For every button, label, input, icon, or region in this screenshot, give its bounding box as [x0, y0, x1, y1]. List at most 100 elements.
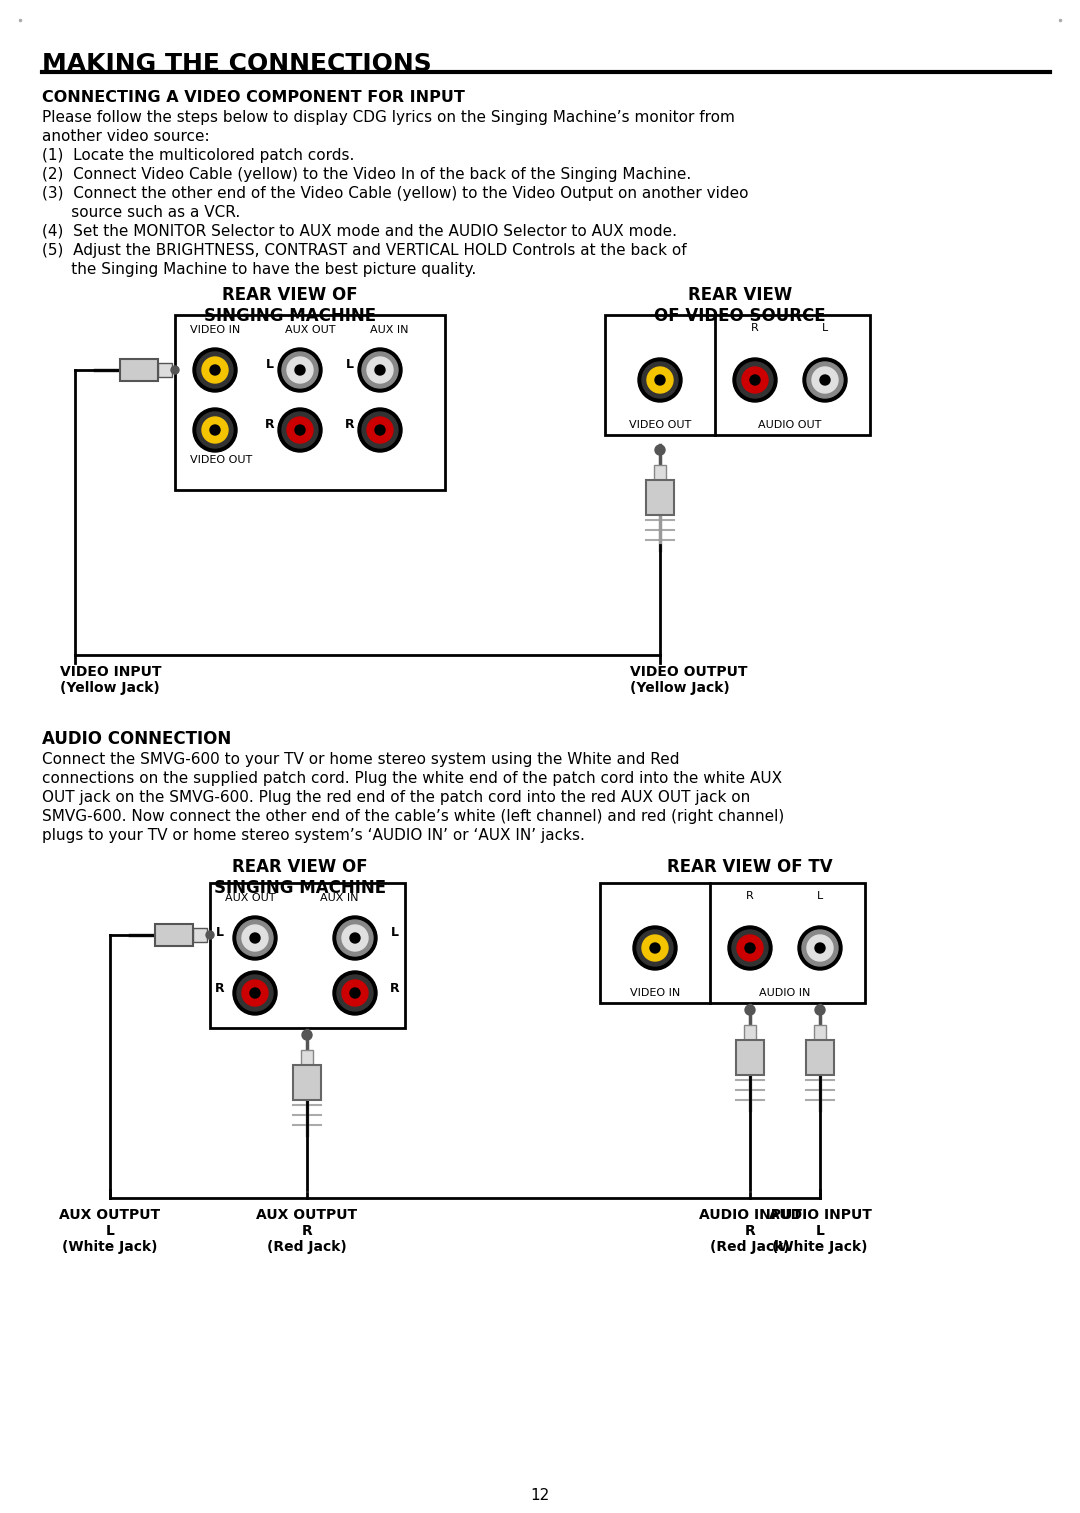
Text: AUDIO INPUT
R
(Red Jack): AUDIO INPUT R (Red Jack) [699, 1207, 801, 1254]
Circle shape [202, 418, 228, 443]
Text: VIDEO INPUT
(Yellow Jack): VIDEO INPUT (Yellow Jack) [60, 666, 162, 694]
Bar [175, 315, 445, 490]
Circle shape [375, 425, 384, 436]
Text: AUX IN: AUX IN [370, 325, 408, 334]
Circle shape [367, 357, 393, 383]
Circle shape [295, 365, 305, 375]
Bar [158, 363, 172, 377]
Text: AUX IN: AUX IN [320, 893, 359, 903]
Circle shape [278, 409, 322, 452]
Text: R: R [346, 419, 355, 431]
Circle shape [367, 418, 393, 443]
Text: AUDIO IN: AUDIO IN [759, 988, 811, 999]
Text: MAKING THE CONNECTIONS: MAKING THE CONNECTIONS [42, 51, 432, 76]
Circle shape [728, 926, 772, 970]
Text: L: L [816, 891, 823, 902]
Text: REAR VIEW OF
SINGING MACHINE: REAR VIEW OF SINGING MACHINE [214, 858, 386, 897]
Text: another video source:: another video source: [42, 129, 210, 144]
Text: Connect the SMVG-600 to your TV or home stereo system using the White and Red: Connect the SMVG-600 to your TV or home … [42, 752, 679, 767]
Text: AUX OUT: AUX OUT [225, 893, 275, 903]
Text: R: R [390, 982, 400, 994]
Text: (2)  Connect Video Cable (yellow) to the Video In of the back of the Singing Mac: (2) Connect Video Cable (yellow) to the … [42, 166, 691, 182]
Text: L: L [822, 322, 828, 333]
Circle shape [302, 1030, 312, 1039]
Circle shape [202, 357, 228, 383]
Circle shape [737, 935, 762, 961]
Circle shape [737, 362, 773, 398]
Circle shape [287, 357, 313, 383]
Text: (1)  Locate the multicolored patch cords.: (1) Locate the multicolored patch cords. [42, 148, 354, 163]
Text: VIDEO OUT: VIDEO OUT [190, 455, 253, 464]
Circle shape [654, 445, 665, 455]
Bar [806, 1039, 834, 1076]
Text: AUDIO CONNECTION: AUDIO CONNECTION [42, 729, 231, 747]
Text: VIDEO IN: VIDEO IN [190, 325, 240, 334]
Text: AUDIO INPUT
L
(White Jack): AUDIO INPUT L (White Jack) [769, 1207, 872, 1254]
Circle shape [295, 425, 305, 436]
Text: (5)  Adjust the BRIGHTNESS, CONTRAST and VERTICAL HOLD Controls at the back of: (5) Adjust the BRIGHTNESS, CONTRAST and … [42, 244, 687, 259]
Circle shape [815, 1005, 825, 1015]
Text: R: R [746, 891, 754, 902]
Circle shape [742, 368, 768, 393]
Circle shape [647, 368, 673, 393]
Circle shape [638, 359, 681, 402]
Text: (3)  Connect the other end of the Video Cable (yellow) to the Video Output on an: (3) Connect the other end of the Video C… [42, 186, 748, 201]
Text: L: L [266, 359, 274, 372]
Text: L: L [346, 359, 354, 372]
Text: AUX OUTPUT
L
(White Jack): AUX OUTPUT L (White Jack) [59, 1207, 161, 1254]
Circle shape [197, 353, 233, 387]
Circle shape [362, 353, 399, 387]
Bar [744, 1024, 756, 1039]
Text: the Singing Machine to have the best picture quality.: the Singing Machine to have the best pic… [42, 262, 476, 277]
Text: Please follow the steps below to display CDG lyrics on the Singing Machine’s mon: Please follow the steps below to display… [42, 110, 734, 126]
Circle shape [350, 988, 360, 999]
Circle shape [745, 943, 755, 953]
Bar [654, 464, 666, 480]
Circle shape [654, 375, 665, 384]
Circle shape [745, 1005, 755, 1015]
Circle shape [798, 926, 842, 970]
Bar [600, 884, 865, 1003]
Text: REAR VIEW OF
SINGING MACHINE: REAR VIEW OF SINGING MACHINE [204, 286, 376, 325]
Circle shape [642, 362, 678, 398]
Text: L: L [216, 926, 224, 940]
Text: VIDEO OUT: VIDEO OUT [629, 421, 691, 430]
Circle shape [233, 971, 276, 1015]
Bar [156, 924, 193, 946]
Bar [210, 884, 405, 1027]
Circle shape [287, 418, 313, 443]
Circle shape [362, 412, 399, 448]
Circle shape [807, 362, 843, 398]
Circle shape [633, 926, 677, 970]
Bar [193, 927, 207, 943]
Circle shape [820, 375, 831, 384]
Circle shape [812, 368, 838, 393]
Circle shape [357, 348, 402, 392]
Circle shape [732, 930, 768, 965]
Circle shape [233, 915, 276, 961]
Text: AUDIO OUT: AUDIO OUT [758, 421, 822, 430]
Circle shape [193, 348, 237, 392]
Bar [646, 480, 674, 514]
Text: CONNECTING A VIDEO COMPONENT FOR INPUT: CONNECTING A VIDEO COMPONENT FOR INPUT [42, 89, 464, 104]
Bar [301, 1050, 313, 1065]
Text: REAR VIEW OF TV: REAR VIEW OF TV [667, 858, 833, 876]
Circle shape [642, 935, 669, 961]
Circle shape [357, 409, 402, 452]
Text: VIDEO OUTPUT
(Yellow Jack): VIDEO OUTPUT (Yellow Jack) [630, 666, 747, 694]
Text: (4)  Set the MONITOR Selector to AUX mode and the AUDIO Selector to AUX mode.: (4) Set the MONITOR Selector to AUX mode… [42, 224, 677, 239]
Circle shape [210, 425, 220, 436]
Circle shape [750, 375, 760, 384]
Bar [605, 315, 870, 436]
Circle shape [278, 348, 322, 392]
Circle shape [333, 915, 377, 961]
Circle shape [197, 412, 233, 448]
Bar [120, 359, 158, 381]
Circle shape [637, 930, 673, 965]
Text: connections on the supplied patch cord. Plug the white end of the patch cord int: connections on the supplied patch cord. … [42, 772, 782, 785]
Circle shape [375, 365, 384, 375]
Bar [735, 1039, 764, 1076]
Circle shape [282, 412, 318, 448]
Circle shape [804, 359, 847, 402]
Text: REAR VIEW
OF VIDEO SOURCE: REAR VIEW OF VIDEO SOURCE [654, 286, 826, 325]
